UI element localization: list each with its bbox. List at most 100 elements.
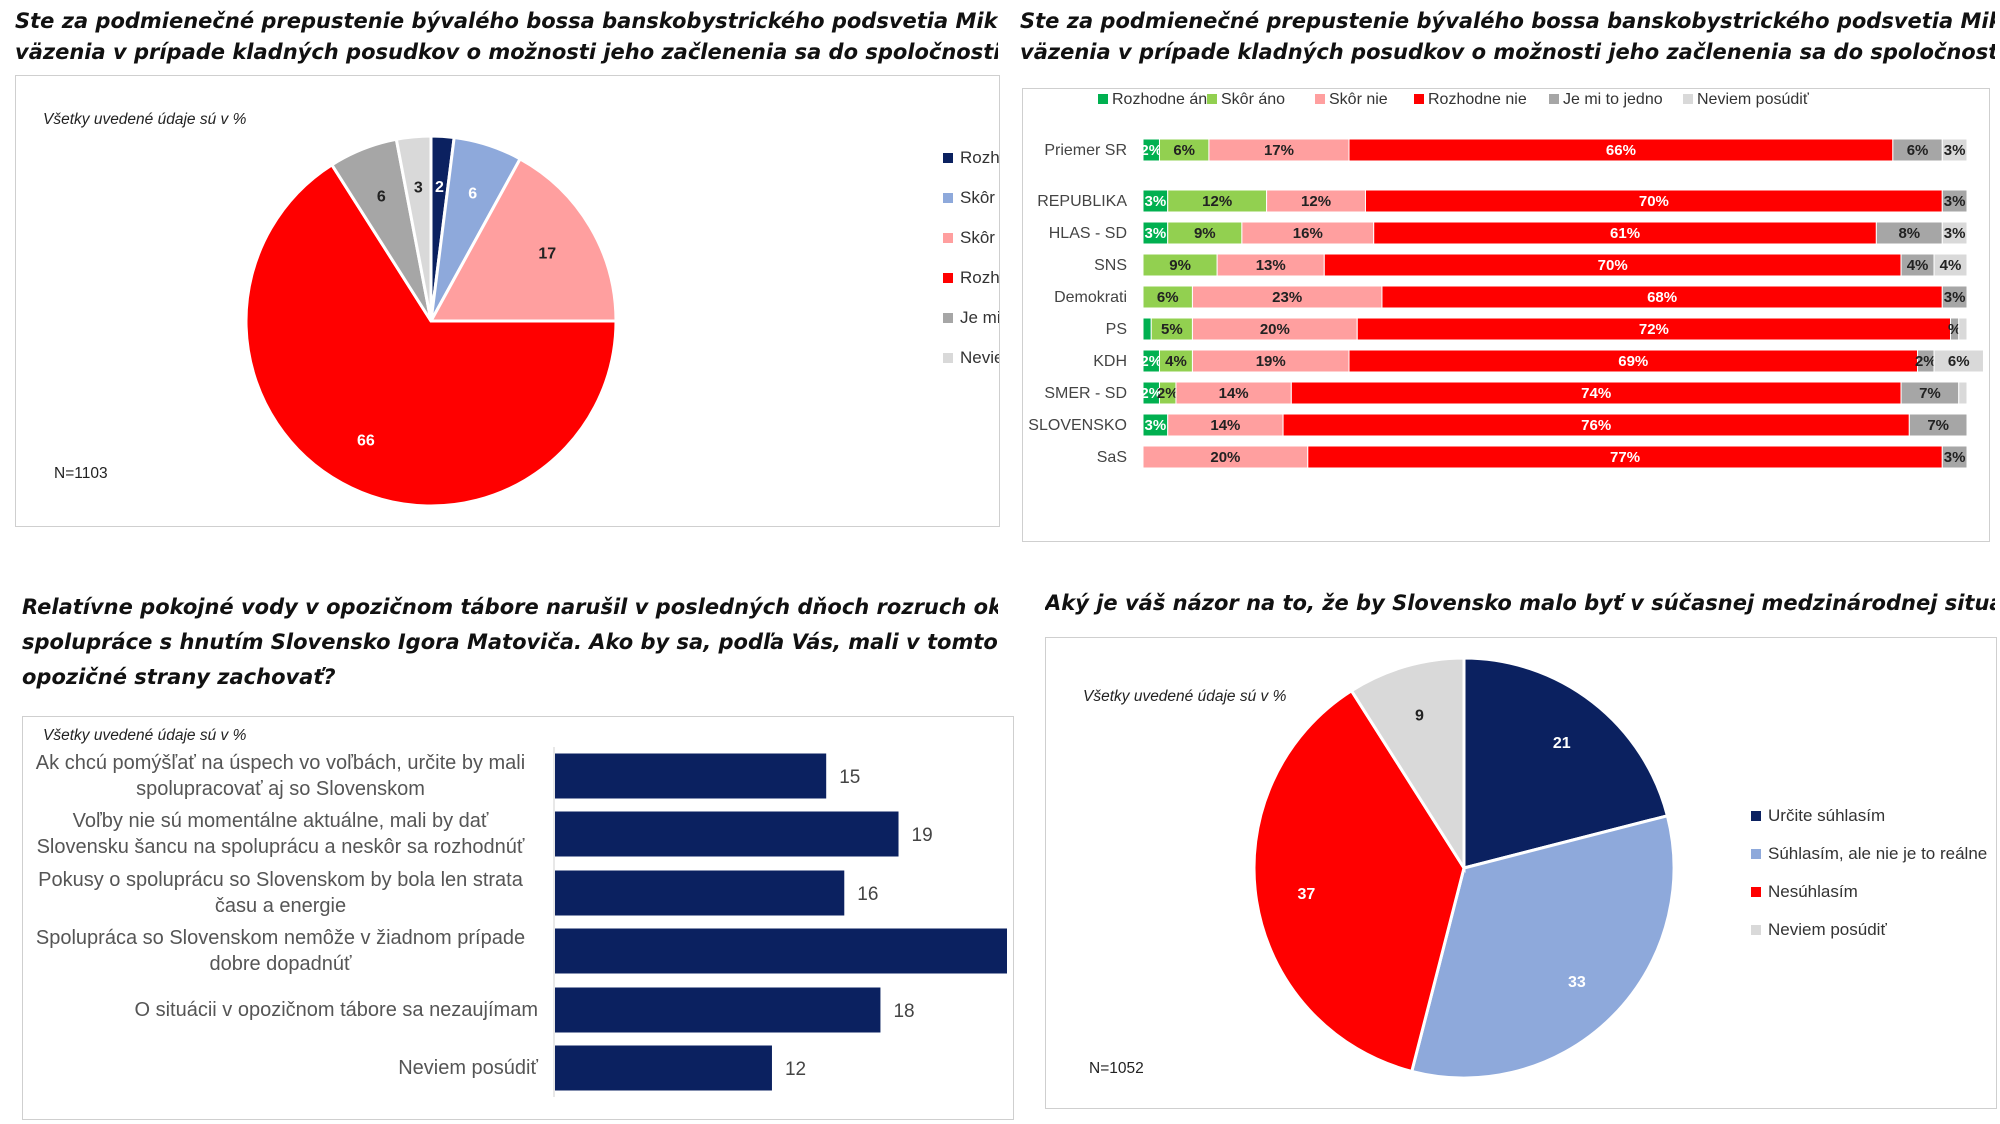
stack-segment-label-kdh-je-mi-to-jedno: 2% [1915, 353, 1937, 370]
stack-segment-slovensko-je-mi-to-jedno [1908, 413, 1968, 437]
hbar-category-label-line: dobre dopadnúť [209, 953, 352, 975]
stack-category-label-republika: REPUBLIKA [1037, 193, 1127, 210]
hbar-bar-3 [555, 870, 845, 916]
hbar-category-label-1: Ak chcú pomýšľať na úspech vo voľbách, u… [23, 750, 538, 802]
panel2-title: Ste za podmienečné prepustenie bývalého … [1020, 6, 1995, 68]
stack-legend-label-rozhodne-nie: Rozhodne nie [1428, 91, 1527, 108]
pie1-label-neviem-posudit: 3 [414, 180, 423, 197]
pie4-label-nesuhlasim: 37 [1297, 886, 1315, 903]
hbar-value-label-2: 19 [912, 825, 933, 846]
pie4-legend-swatch [1751, 848, 1761, 859]
hbar-category-label-line: Voľby nie sú momentálne aktuálne, mali b… [72, 810, 489, 832]
hbar-bar-2 [555, 811, 899, 857]
stack-segment-label-kdh-skor-nie: 19% [1256, 353, 1286, 370]
hbar-category-label-line: Ak chcú pomýšľať na úspech vo voľbách, u… [35, 752, 526, 774]
hbar-category-label-4: Spolupráca so Slovenskom nemôže v žiadno… [23, 925, 538, 977]
panel4-legend: Určite súhlasím Súhlasím, ale nie je to r… [1751, 638, 1996, 1108]
stack-segment-label-sas-rozhodne-nie: 77% [1610, 449, 1640, 466]
hbar-category-label-line: O situácii v opozičnom tábore sa nezaují… [134, 999, 538, 1021]
stack-segment-label-smer-sd-skor-nie: 14% [1219, 385, 1249, 402]
stack-segment-label-priemer-sr-skor-nie: 17% [1264, 142, 1294, 159]
pie1-legend-swatch [943, 352, 953, 363]
pie1-legend-label: Rozhodne nie [960, 268, 999, 287]
panel1-legend: Rozhodne áno Skôr áno Skôr nie Rozhodne nie… [943, 76, 999, 526]
stack-legend-label-skor-ano: Skôr áno [1221, 91, 1285, 108]
stack-legend-swatch-rozhodne-ano [1098, 94, 1108, 104]
pie1-label-rozhodne-nie: 66 [357, 432, 375, 449]
pie1-legend-label: Skôr nie [960, 228, 999, 247]
stack-category-label-smer-sd: SMER - SD [1044, 385, 1127, 402]
pie1-legend-item-rozhodne-nie: Rozhodne nie [943, 268, 999, 288]
pie1-slice-rozhodne-nie [244, 162, 618, 508]
stack-legend-swatch-rozhodne-nie [1414, 94, 1424, 104]
pie4-slice-suhlasim-ale-nie-je-to-realne [1409, 813, 1676, 1080]
pie1-label-skor-ano: 6 [468, 186, 477, 203]
stack-segment-label-kdh-rozhodne-ano: 2% [1140, 353, 1162, 370]
stack-segment-priemer-sr-neviem-posudit [1941, 138, 1968, 162]
stack-segment-label-sns-neviem-posudit: 4% [1940, 257, 1962, 274]
stack-segment-sns-neviem-posudit [1933, 253, 1968, 277]
stacked-bar-chart-by-party: Rozhodne áno Skôr áno Skôr nie Rozhodne nie… [1028, 91, 1984, 469]
pie4-legend-item-urcite-suhlasim: Určite súhlasím [1751, 806, 1885, 826]
pie1-legend-label: Rozhodne áno [960, 148, 999, 167]
pie4-legend-label: Nesúhlasím [1768, 882, 1858, 901]
stack-segment-ps-neviem-posudit [1958, 317, 1968, 341]
pie-chart-neutrality: 21 33 37 9 [1252, 656, 1676, 1080]
pie1-legend-item-rozhodne-ano: Rozhodne áno [943, 148, 999, 168]
stack-segment-label-sns-je-mi-to-jedno: 4% [1907, 257, 1929, 274]
pie1-legend-swatch [943, 192, 953, 203]
stack-legend-swatch-skor-nie [1315, 94, 1325, 104]
hbar-bar-5 [555, 987, 881, 1033]
stack-segment-demokrati-je-mi-to-jedno [1941, 285, 1968, 309]
panel1-unit-note: Všetky uvedené údaje sú v % [43, 111, 247, 128]
pie1-legend-item-neviem-posudit: Neviem posúdiť [943, 348, 999, 368]
panel3-title: Relatívne pokojné vody v opozičnom tábor… [22, 590, 998, 695]
stack-category-label-demokrati: Demokrati [1054, 289, 1127, 306]
stack-segment-sas-je-mi-to-jedno [1941, 445, 1968, 469]
stack-segment-label-priemer-sr-skor-ano: 6% [1173, 142, 1195, 159]
hbar-category-label-line: Spolupráca so Slovenskom nemôže v žiadno… [35, 927, 526, 949]
panel1-sample-size: N=1103 [54, 465, 108, 482]
pie1-legend-item-je-mi-to-jedno: Je mi to jedno [943, 308, 999, 328]
stack-segment-label-demokrati-je-mi-to-jedno: 3% [1944, 289, 1966, 306]
stack-legend-swatch-je-mi-to-jedno [1549, 94, 1559, 104]
stack-segment-label-slovensko-rozhodne-nie: 76% [1581, 417, 1611, 434]
stack-segment-label-ps-skor-nie: 20% [1260, 321, 1290, 338]
stack-category-label-hlas-sd: HLAS - SD [1049, 225, 1127, 242]
stack-segment-label-priemer-sr-neviem-posudit: 3% [1944, 142, 1966, 159]
panel4-chart-box: Všetky uvedené údaje sú v % 21 33 37 9 Urči… [1045, 637, 1997, 1109]
hbar-category-label-line: Neviem posúdiť [398, 1057, 538, 1079]
pie4-legend-label: Súhlasím, ale nie je to reálne [1768, 844, 1988, 863]
stack-category-label-sns: SNS [1094, 257, 1127, 274]
pie1-legend-swatch [943, 232, 953, 243]
stack-segment-label-hlas-sd-skor-nie: 16% [1293, 225, 1323, 242]
stack-category-label-priemer-sr: Priemer SR [1044, 142, 1127, 159]
pie4-legend-swatch [1751, 810, 1761, 821]
stack-segment-label-republika-skor-nie: 12% [1301, 193, 1331, 210]
stack-segment-label-slovensko-rozhodne-ano: 3% [1145, 417, 1167, 434]
stack-segment-label-sns-rozhodne-nie: 70% [1598, 257, 1628, 274]
panel1-chart-box: Všetky uvedené údaje sú v % 2 6 17 66 6 3 Roz… [15, 75, 1000, 527]
panel4-sample-size: N=1052 [1089, 1060, 1144, 1077]
stack-legend-swatch-skor-ano [1207, 94, 1217, 104]
pie4-legend-item-neviem-posudit: Neviem posúdiť [1751, 920, 1887, 940]
pie1-slice-skor-nie [428, 156, 618, 323]
pie1-legend-label: Skôr áno [960, 188, 999, 207]
stack-segment-label-hlas-sd-skor-ano: 9% [1194, 225, 1216, 242]
stack-segment-label-smer-sd-je-mi-to-jedno: 7% [1919, 385, 1941, 402]
pie4-legend-label: Určite súhlasím [1768, 806, 1886, 825]
stack-segment-label-hlas-sd-neviem-posudit: 3% [1944, 225, 1966, 242]
stack-category-label-ps: PS [1106, 321, 1127, 338]
pie1-legend-item-skor-nie: Skôr nie [943, 228, 999, 248]
stack-segment-label-republika-skor-ano: 12% [1202, 193, 1232, 210]
stack-segment-label-demokrati-skor-ano: 6% [1157, 289, 1179, 306]
stack-legend-label-rozhodne-ano: Rozhodne áno [1112, 91, 1216, 108]
panel2-chart-box: Rozhodne áno Skôr áno Skôr nie Rozhodne nie… [1022, 88, 1990, 542]
hbar-category-label-6: Neviem posúdiť [23, 1055, 538, 1081]
stack-segment-smer-sd-neviem-posudit [1958, 381, 1968, 405]
pie4-legend-label: Neviem posúdiť [1768, 920, 1887, 939]
hbar-category-label-5: O situácii v opozičnom tábore sa nezaují… [23, 997, 538, 1023]
pie1-legend-label: Neviem posúdiť [960, 348, 999, 367]
hbar-value-label-6: 12 [785, 1059, 806, 1080]
panel3-title-line1: Relatívne pokojné vody v opozičnom tábor… [22, 595, 998, 619]
